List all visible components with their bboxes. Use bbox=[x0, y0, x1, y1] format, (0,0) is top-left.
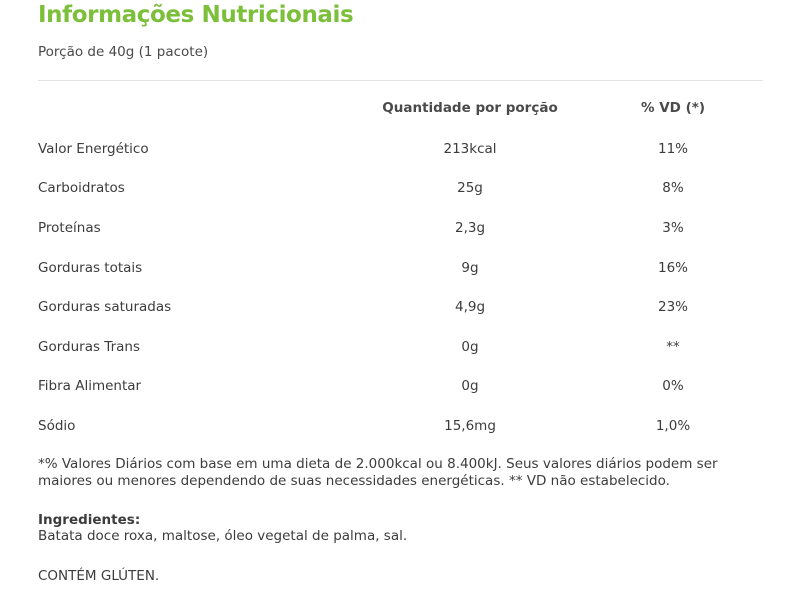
nutrient-name: Fibra Alimentar bbox=[38, 378, 142, 394]
nutrient-vd: 0% bbox=[662, 378, 684, 394]
nutrient-name: Gorduras saturadas bbox=[38, 299, 172, 315]
nutrient-name: Sódio bbox=[38, 418, 76, 434]
nutrient-quantity: 4,9g bbox=[454, 299, 486, 315]
nutrient-vd: 1,0% bbox=[655, 418, 691, 434]
nutrient-vd: 23% bbox=[657, 299, 689, 315]
nutrient-name: Gorduras Trans bbox=[38, 339, 140, 355]
nutrient-quantity: 9g bbox=[461, 260, 479, 276]
footnote: *% Valores Diários com base em uma dieta… bbox=[38, 456, 718, 489]
serving-size: Porção de 40g (1 pacote) bbox=[38, 44, 209, 60]
ingredients-label: Ingredientes: bbox=[38, 512, 141, 528]
nutrient-vd: 8% bbox=[662, 180, 684, 196]
nutrient-vd: ** bbox=[666, 339, 680, 355]
nutrient-vd: 11% bbox=[657, 141, 689, 157]
nutrient-name: Proteínas bbox=[38, 220, 101, 236]
nutrient-vd: 16% bbox=[657, 260, 689, 276]
nutrient-quantity: 0g bbox=[461, 378, 479, 394]
nutrient-vd: 3% bbox=[662, 220, 684, 236]
page-title: Informações Nutricionais bbox=[38, 2, 354, 28]
nutrient-quantity: 0g bbox=[461, 339, 479, 355]
header-quantity: Quantidade por porção bbox=[382, 100, 558, 116]
nutrient-name: Gorduras totais bbox=[38, 260, 143, 276]
ingredients-text: Batata doce roxa, maltose, óleo vegetal … bbox=[38, 528, 408, 544]
gluten-warning: CONTÉM GLÚTEN. bbox=[38, 568, 160, 584]
header-vd: % VD (*) bbox=[641, 100, 705, 116]
nutrient-name: Valor Energético bbox=[38, 141, 149, 157]
nutrient-quantity: 25g bbox=[457, 180, 483, 196]
nutrient-quantity: 15,6mg bbox=[444, 418, 496, 434]
nutrient-quantity: 2,3g bbox=[454, 220, 486, 236]
divider bbox=[38, 80, 763, 81]
nutrient-quantity: 213kcal bbox=[443, 141, 497, 157]
nutrient-name: Carboidratos bbox=[38, 180, 125, 196]
